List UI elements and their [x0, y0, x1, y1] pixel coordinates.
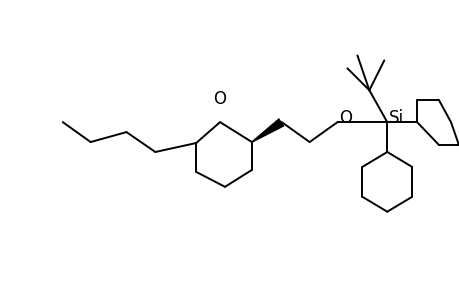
Text: Si: Si: [388, 109, 403, 127]
Polygon shape: [251, 118, 284, 143]
Text: O: O: [339, 109, 352, 127]
Text: O: O: [213, 90, 226, 108]
